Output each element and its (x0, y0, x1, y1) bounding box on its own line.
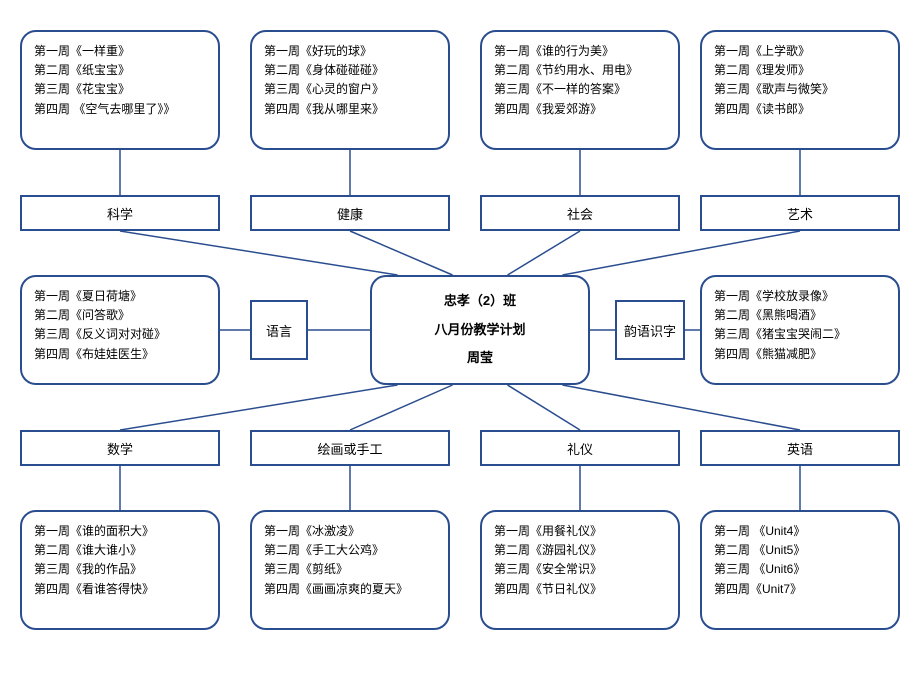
content-line: 第三周《心灵的窗户》 (264, 80, 436, 99)
content-line: 第二周《身体碰碰碰》 (264, 61, 436, 80)
content-line: 第三周《反义词对对碰》 (34, 325, 206, 344)
content-line: 第二周《手工大公鸡》 (264, 541, 436, 560)
content-line: 第三周《猪宝宝哭闹二》 (714, 325, 886, 344)
content-box-english: 第一周 《Unit4》第二周 《Unit5》第三周 《Unit6》第四周《Uni… (700, 510, 900, 630)
subject-health: 健康 (250, 195, 450, 231)
content-line: 第一周《夏日荷塘》 (34, 287, 206, 306)
subject-english: 英语 (700, 430, 900, 466)
content-line: 第二周《游园礼仪》 (494, 541, 666, 560)
content-line: 第四周 《空气去哪里了》》 (34, 100, 206, 119)
content-line: 第一周《上学歌》 (714, 42, 886, 61)
content-line: 第二周《问答歌》 (34, 306, 206, 325)
content-line: 第一周《好玩的球》 (264, 42, 436, 61)
content-line: 第三周《花宝宝》 (34, 80, 206, 99)
content-line: 第一周《谁的行为美》 (494, 42, 666, 61)
content-box-math: 第一周《谁的面积大》第二周《谁大谁小》第三周《我的作品》第四周《看谁答得快》 (20, 510, 220, 630)
content-line: 第一周《一样重》 (34, 42, 206, 61)
content-box-language: 第一周《夏日荷塘》第二周《问答歌》第三周《反义词对对碰》第四周《布娃娃医生》 (20, 275, 220, 385)
subject-math: 数学 (20, 430, 220, 466)
content-box-science: 第一周《一样重》第二周《纸宝宝》第三周《花宝宝》第四周 《空气去哪里了》》 (20, 30, 220, 150)
content-line: 第二周 《Unit5》 (714, 541, 886, 560)
content-line: 第二周《纸宝宝》 (34, 61, 206, 80)
content-line: 第三周 《Unit6》 (714, 560, 886, 579)
content-line: 第一周《学校放录像》 (714, 287, 886, 306)
content-line: 第三周《安全常识》 (494, 560, 666, 579)
content-line: 第二周《理发师》 (714, 61, 886, 80)
content-line: 第四周《Unit7》 (714, 580, 886, 599)
content-box-society: 第一周《谁的行为美》第二周《节约用水、用电》第三周《不一样的答案》第四周《我爱郊… (480, 30, 680, 150)
content-line: 第四周《读书郎》 (714, 100, 886, 119)
content-box-craft: 第一周《冰激凌》第二周《手工大公鸡》第三周《剪纸》第四周《画画凉爽的夏天》 (250, 510, 450, 630)
content-line: 第四周《我爱郊游》 (494, 100, 666, 119)
subject-society: 社会 (480, 195, 680, 231)
content-line: 第二周《黑熊喝酒》 (714, 306, 886, 325)
content-box-etiquette: 第一周《用餐礼仪》第二周《游园礼仪》第三周《安全常识》第四周《节日礼仪》 (480, 510, 680, 630)
content-line: 第三周《不一样的答案》 (494, 80, 666, 99)
content-line: 第四周《我从哪里来》 (264, 100, 436, 119)
content-line: 第一周《用餐礼仪》 (494, 522, 666, 541)
center-line1: 忠孝（2）班 (390, 287, 570, 316)
subject-rhyme: 韵语识字 (615, 300, 685, 360)
content-line: 第一周 《Unit4》 (714, 522, 886, 541)
subject-science: 科学 (20, 195, 220, 231)
content-box-rhyme: 第一周《学校放录像》第二周《黑熊喝酒》第三周《猪宝宝哭闹二》第四周《熊猫减肥》 (700, 275, 900, 385)
content-line: 第二周《节约用水、用电》 (494, 61, 666, 80)
content-box-health: 第一周《好玩的球》第二周《身体碰碰碰》第三周《心灵的窗户》第四周《我从哪里来》 (250, 30, 450, 150)
content-line: 第二周《谁大谁小》 (34, 541, 206, 560)
subject-etiquette: 礼仪 (480, 430, 680, 466)
content-line: 第三周《剪纸》 (264, 560, 436, 579)
center-line3: 周莹 (390, 344, 570, 373)
content-line: 第四周《看谁答得快》 (34, 580, 206, 599)
content-line: 第四周《节日礼仪》 (494, 580, 666, 599)
content-line: 第一周《冰激凌》 (264, 522, 436, 541)
content-line: 第一周《谁的面积大》 (34, 522, 206, 541)
subject-art: 艺术 (700, 195, 900, 231)
content-line: 第四周《画画凉爽的夏天》 (264, 580, 436, 599)
content-line: 第三周《我的作品》 (34, 560, 206, 579)
content-box-art: 第一周《上学歌》第二周《理发师》第三周《歌声与微笑》第四周《读书郎》 (700, 30, 900, 150)
subject-craft: 绘画或手工 (250, 430, 450, 466)
content-line: 第三周《歌声与微笑》 (714, 80, 886, 99)
center-box: 忠孝（2）班 八月份教学计划 周莹 (370, 275, 590, 385)
content-line: 第四周《布娃娃医生》 (34, 345, 206, 364)
center-line2: 八月份教学计划 (390, 316, 570, 345)
subject-language: 语言 (250, 300, 308, 360)
content-line: 第四周《熊猫减肥》 (714, 345, 886, 364)
